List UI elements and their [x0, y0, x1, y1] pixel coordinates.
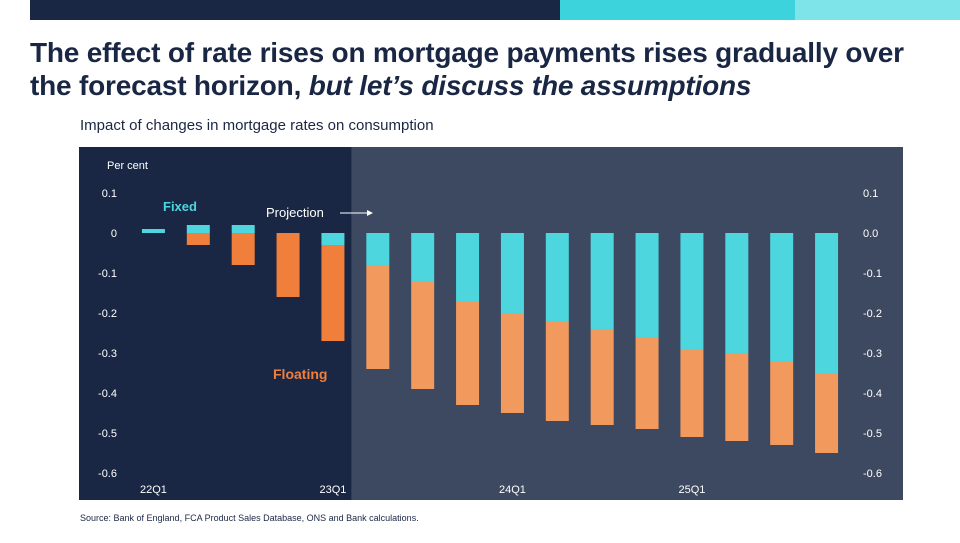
bar-floating — [635, 337, 659, 429]
bar-fixed — [186, 225, 210, 233]
y-tick-label-left: -0.2 — [98, 308, 117, 320]
y-tick-label-left: -0.6 — [98, 468, 117, 480]
projection-arrow-head — [367, 210, 373, 216]
bar-floating — [186, 233, 210, 245]
unit-label: Per cent — [107, 160, 148, 172]
y-tick-label-left: -0.3 — [98, 348, 117, 360]
bar-fixed — [725, 233, 749, 353]
bar-floating — [815, 373, 839, 453]
bar-floating — [725, 353, 749, 441]
bar-floating — [276, 233, 300, 297]
chart-title: Impact of changes in mortgage rates on c… — [80, 117, 434, 134]
bar-fixed — [231, 225, 255, 233]
slide-title-main: The effect of rate rises on mortgage pay… — [30, 37, 904, 101]
bar-floating — [456, 301, 480, 405]
header-bar-navy — [30, 0, 560, 20]
y-tick-label-right: -0.6 — [863, 468, 882, 480]
y-tick-label-left: 0.1 — [102, 188, 117, 200]
y-tick-label-right: 0.1 — [863, 188, 878, 200]
bar-fixed — [590, 233, 614, 329]
chart: Per cent 0.1 0.1 0 0.0 -0.1 -0.1 -0.2 -0.2 -0.3 -0… — [79, 147, 903, 500]
bar-fixed — [635, 233, 659, 337]
bar-fixed — [411, 233, 435, 281]
y-tick-label-right: -0.5 — [863, 428, 882, 440]
bar-fixed — [321, 233, 345, 245]
y-tick-label-right: -0.2 — [863, 308, 882, 320]
bar-fixed — [815, 233, 839, 373]
bar-floating — [545, 321, 569, 421]
x-tick-label: 24Q1 — [499, 484, 526, 496]
header-bar-light-cyan — [795, 0, 960, 20]
y-tick-label-left: -0.4 — [98, 388, 117, 400]
legend-label-floating: Floating — [273, 366, 327, 382]
y-tick-label-left: 0 — [111, 228, 117, 240]
bar-fixed — [545, 233, 569, 321]
x-tick-label: 23Q1 — [319, 484, 346, 496]
bar-fixed — [141, 229, 165, 233]
bar-fixed — [366, 233, 390, 265]
y-tick-label-left: -0.1 — [98, 268, 117, 280]
bar-fixed — [456, 233, 480, 301]
slide-title: The effect of rate rises on mortgage pay… — [30, 36, 940, 102]
bar-fixed — [770, 233, 794, 361]
bar-floating — [770, 361, 794, 445]
header-bar-cyan — [560, 0, 795, 20]
bar-fixed — [680, 233, 704, 349]
bar-floating — [500, 313, 524, 413]
y-tick-label-left: -0.5 — [98, 428, 117, 440]
bar-floating — [680, 349, 704, 437]
legend-label-fixed: Fixed — [163, 199, 197, 214]
source-note: Source: Bank of England, FCA Product Sal… — [80, 513, 419, 523]
projection-label: Projection — [266, 205, 324, 220]
slide-title-emphasis: but let’s discuss the assumptions — [308, 70, 752, 101]
bar-floating — [231, 233, 255, 265]
bar-floating — [590, 329, 614, 425]
bar-floating — [366, 265, 390, 369]
x-tick-label: 22Q1 — [140, 484, 167, 496]
bar-floating — [411, 281, 435, 389]
y-tick-label-right: 0.0 — [863, 228, 878, 240]
bar-floating — [321, 245, 345, 341]
projection-shading — [351, 147, 903, 500]
bar-fixed — [500, 233, 524, 313]
y-tick-label-right: -0.3 — [863, 348, 882, 360]
y-tick-label-right: -0.1 — [863, 268, 882, 280]
y-tick-label-right: -0.4 — [863, 388, 882, 400]
x-tick-label: 25Q1 — [678, 484, 705, 496]
